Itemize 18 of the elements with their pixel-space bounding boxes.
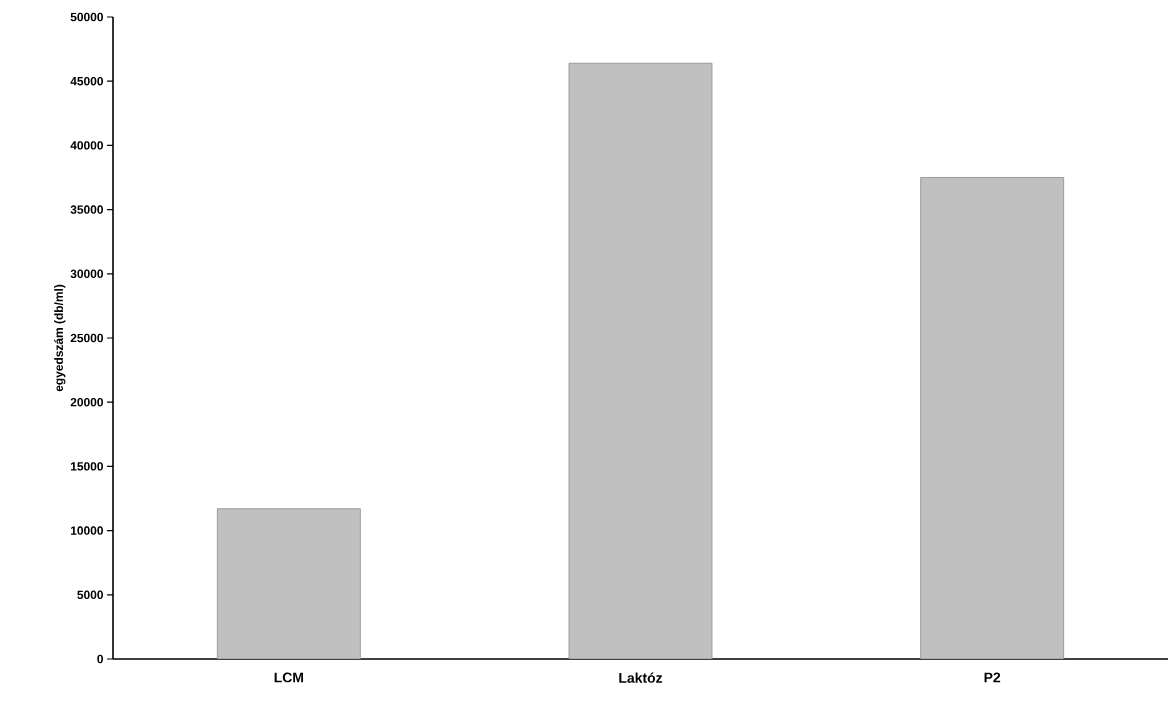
bar — [920, 177, 1065, 659]
bar — [216, 508, 361, 659]
y-tick-label: 40000 — [70, 141, 103, 150]
y-tick-label: 35000 — [70, 205, 103, 214]
y-tick-label: 30000 — [70, 269, 103, 279]
y-tick-label: 45000 — [70, 76, 103, 86]
y-tick-label: 20000 — [70, 397, 103, 407]
x-tick-label: P2 — [984, 672, 1001, 683]
y-tick-label: 0 — [97, 654, 104, 664]
bar — [568, 62, 713, 659]
y-axis-title: egyedszám (db/ml) — [54, 284, 66, 392]
y-tick-label: 15000 — [71, 462, 103, 471]
y-tick-label: 10000 — [71, 526, 103, 535]
y-tick-label: 25000 — [70, 333, 103, 343]
x-tick-label: LCM — [274, 672, 304, 683]
y-tick-label: 5000 — [77, 590, 103, 600]
x-tick-label: Laktóz — [619, 672, 663, 683]
y-tick-label: 50000 — [70, 12, 103, 22]
